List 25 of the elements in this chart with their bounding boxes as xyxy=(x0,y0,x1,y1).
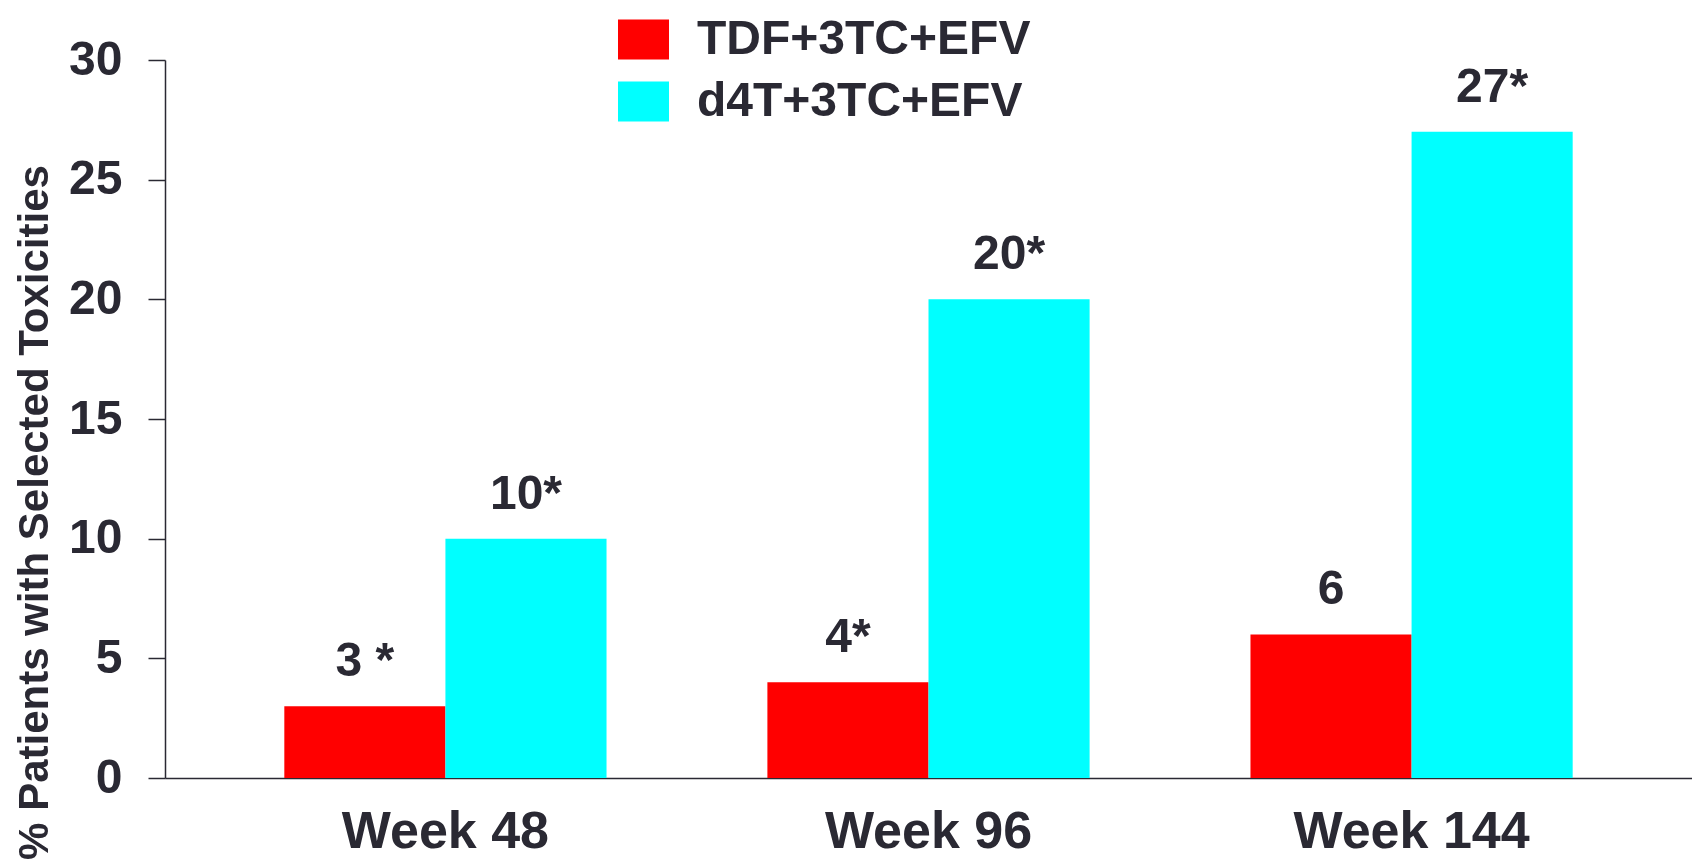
y-tick-label: 0 xyxy=(95,749,123,803)
bar xyxy=(928,299,1090,778)
y-tick-label: 5 xyxy=(95,629,123,683)
x-tick-label: Week 48 xyxy=(341,800,550,859)
data-label: 10* xyxy=(489,465,563,519)
y-tick-label: 10 xyxy=(69,510,123,564)
bar xyxy=(445,538,607,778)
data-label: 27* xyxy=(1456,58,1529,112)
y-axis-title: % Patients with Selected Toxicities xyxy=(9,165,57,860)
bar xyxy=(284,706,446,778)
legend-label: TDF+3TC+EFV xyxy=(697,10,1031,64)
data-label: 6 xyxy=(1317,561,1345,615)
x-tick-label: Week 96 xyxy=(824,800,1033,859)
data-label: 3 * xyxy=(335,633,395,687)
y-tick-label: 15 xyxy=(69,390,123,444)
bar xyxy=(767,682,929,778)
y-tick-label: 25 xyxy=(69,151,123,205)
bar xyxy=(1411,131,1573,778)
x-tick-label: Week 144 xyxy=(1293,800,1530,859)
legend-label: d4T+3TC+EFV xyxy=(697,72,1023,126)
y-tick-label: 20 xyxy=(69,270,123,324)
data-label: 4* xyxy=(825,609,871,663)
data-label: 20* xyxy=(973,226,1046,280)
bar xyxy=(1250,634,1412,778)
y-tick-label: 30 xyxy=(69,31,123,85)
